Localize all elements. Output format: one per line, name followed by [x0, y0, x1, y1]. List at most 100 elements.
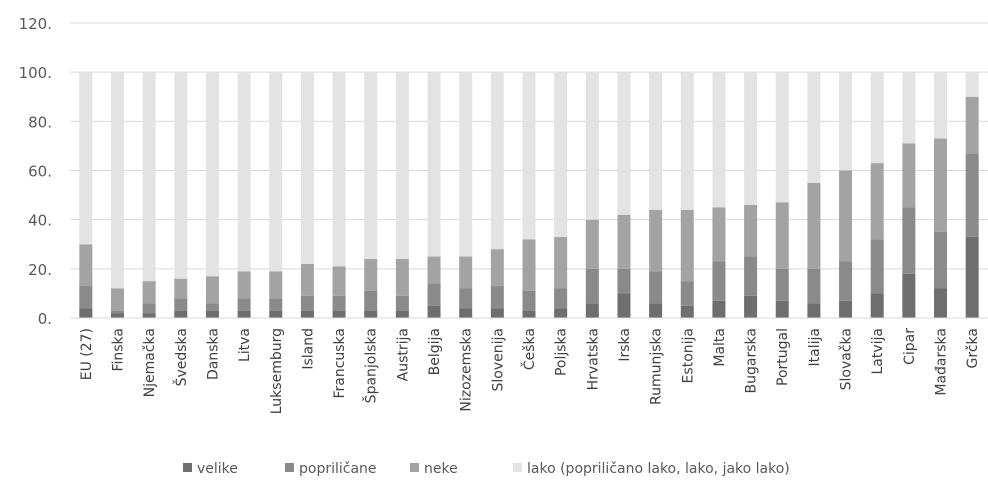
bar-segment-lako: [79, 72, 93, 245]
bar-segment-popriličane: [364, 290, 378, 311]
y-tick-label: 60.: [28, 163, 52, 181]
x-tick-label: Bugarska: [744, 328, 760, 393]
bar-segment-velike: [649, 303, 663, 318]
bar-segment-popriličane: [110, 310, 124, 314]
x-tick-label: Nizozemska: [459, 328, 475, 412]
bar-segment-velike: [490, 308, 504, 318]
bar-segment-lako: [617, 72, 631, 215]
bar-segment-velike: [110, 313, 124, 318]
bar-segment-popriličane: [965, 153, 979, 237]
bar-segment-popriličane: [870, 239, 884, 294]
y-tick-label: 20.: [28, 261, 52, 279]
bar-segment-neke: [332, 266, 346, 296]
bar-segment-lako: [744, 72, 758, 205]
bar-segment-popriličane: [459, 288, 473, 309]
x-tick-label: Rumunjska: [649, 328, 665, 405]
x-tick-label: Estonija: [680, 328, 696, 383]
bar-segment-lako: [585, 72, 599, 220]
bar-segment-popriličane: [585, 268, 599, 304]
x-tick-label: Slovenija: [490, 328, 506, 391]
bar-segment-velike: [300, 310, 314, 318]
bar-segment-lako: [902, 72, 916, 144]
x-tick-label: Poljska: [554, 328, 570, 376]
bar-segment-neke: [205, 276, 219, 304]
bars: [79, 72, 979, 318]
bar-segment-lako: [680, 72, 694, 210]
x-tick-label: Portugal: [775, 328, 791, 386]
y-tick-label: 40.: [28, 212, 52, 230]
bar-segment-popriličane: [902, 207, 916, 274]
bar-segment-lako: [300, 72, 314, 264]
bar-segment-lako: [174, 72, 188, 279]
bar-segment-neke: [554, 236, 568, 289]
bar-segment-velike: [934, 288, 948, 318]
bar-segment-popriličane: [427, 283, 441, 306]
bar-segment-popriličane: [300, 295, 314, 311]
legend-swatch: [183, 463, 192, 472]
x-tick-label: Njemačka: [142, 328, 158, 397]
x-tick-label: Malta: [712, 328, 728, 367]
bar-segment-popriličane: [680, 281, 694, 306]
bar-segment-lako: [459, 72, 473, 257]
bar-segment-popriličane: [744, 256, 758, 296]
bar-segment-lako: [839, 72, 853, 171]
bar-segment-neke: [395, 259, 409, 296]
bar-segment-lako: [807, 72, 821, 183]
bar-segment-neke: [680, 209, 694, 282]
legend-swatch: [410, 463, 419, 472]
bar-segment-velike: [902, 273, 916, 318]
bar-segment-velike: [269, 310, 283, 318]
x-tick-label: Island: [300, 328, 316, 370]
bar-segment-lako: [364, 72, 378, 260]
bar-segment-popriličane: [269, 298, 283, 311]
bar-segment-popriličane: [839, 261, 853, 301]
bar-segment-neke: [712, 207, 726, 262]
bar-segment-velike: [332, 310, 346, 318]
bar-segment-velike: [839, 300, 853, 318]
x-tick-label: Latvija: [870, 328, 886, 375]
bar-segment-lako: [775, 72, 789, 203]
y-tick-label: 120.: [19, 15, 52, 33]
bar-segment-lako: [522, 72, 536, 240]
bar-segment-lako: [490, 72, 504, 250]
bar-segment-neke: [110, 288, 124, 311]
bar-segment-neke: [585, 219, 599, 269]
bar-segment-velike: [522, 310, 536, 318]
legend-label: velike: [197, 461, 238, 477]
bar-segment-velike: [585, 303, 599, 318]
bar-segment-velike: [617, 293, 631, 318]
bar-segment-popriličane: [712, 261, 726, 301]
bar-segment-lako: [269, 72, 283, 272]
legend-swatch: [285, 463, 294, 472]
bar-segment-neke: [490, 249, 504, 287]
bar-segment-lako: [649, 72, 663, 210]
bar-segment-lako: [934, 72, 948, 139]
bar-segment-velike: [395, 310, 409, 318]
bar-segment-popriličane: [649, 271, 663, 304]
bar-segment-popriličane: [775, 268, 789, 301]
bar-segment-lako: [110, 72, 124, 289]
y-tick-label: 80.: [28, 113, 52, 131]
bar-segment-popriličane: [554, 288, 568, 309]
x-tick-label: Italija: [807, 328, 823, 366]
x-tick-label: Belgija: [427, 328, 443, 375]
y-tick-label: 100.: [19, 64, 52, 82]
x-tick-label: Irska: [617, 328, 633, 362]
bar-segment-lako: [870, 72, 884, 164]
x-tick-label: Češka: [520, 328, 538, 370]
bar-segment-neke: [269, 271, 283, 299]
bar-segment-neke: [839, 170, 853, 262]
bar-segment-neke: [902, 143, 916, 208]
bar-segment-velike: [174, 310, 188, 318]
bar-segment-lako: [395, 72, 409, 260]
bar-segment-velike: [744, 295, 758, 318]
bar-segment-neke: [459, 256, 473, 289]
bar-segment-popriličane: [807, 268, 821, 304]
legend-label: neke: [424, 461, 458, 477]
x-tick-label: Cipar: [902, 328, 918, 365]
bar-segment-velike: [142, 313, 156, 318]
bar-segment-neke: [870, 163, 884, 240]
bar-segment-popriličane: [205, 303, 219, 311]
bar-segment-lako: [205, 72, 219, 277]
